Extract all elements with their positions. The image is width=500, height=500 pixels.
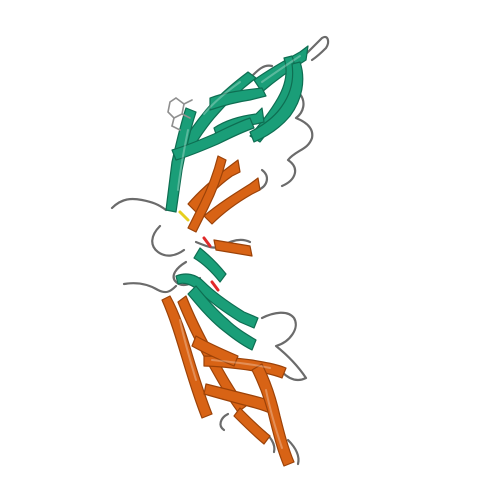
beta-strand-b9: [251, 363, 295, 467]
coil-bottom-right: [286, 438, 300, 466]
beta-strand-a6: [165, 107, 197, 213]
coil-left-mid: [151, 224, 186, 257]
coil-left-lower-tail: [122, 282, 178, 294]
heteroatom-oxygen-a: [202, 236, 212, 248]
beta-strand-a1: [253, 45, 309, 93]
coil-left-tail: [110, 197, 168, 212]
beta-strand-b2: [203, 177, 261, 225]
beta-strand-a3: [249, 61, 304, 143]
beta-strand-b4: [213, 239, 253, 257]
beta-strand-b10: [233, 407, 271, 445]
disulfide-bond: [178, 210, 190, 222]
coil-right-upper: [280, 92, 314, 188]
ligand-sticks: [167, 97, 193, 131]
beta-strand-a10: [187, 285, 257, 351]
heteroatom-oxygen-b: [210, 280, 220, 292]
beta-strand-a5: [209, 87, 267, 111]
chain-a-sheet: [165, 45, 309, 351]
heteroatoms: [178, 210, 220, 292]
ribbon-highlights: [177, 55, 301, 449]
beta-strand-b5: [161, 295, 213, 419]
coil-right-lower: [260, 311, 308, 382]
coil-bottom-left: [219, 412, 230, 432]
coil-top-left: [250, 64, 274, 78]
coil-loops: [110, 35, 330, 466]
chain-b-sheet: [161, 155, 295, 467]
beta-strand-b11: [191, 335, 239, 367]
beta-strand-a8: [171, 117, 255, 161]
beta-strand-b3: [187, 155, 227, 233]
coil-top-hairpin: [300, 35, 330, 62]
beta-strand-a11: [193, 247, 227, 283]
